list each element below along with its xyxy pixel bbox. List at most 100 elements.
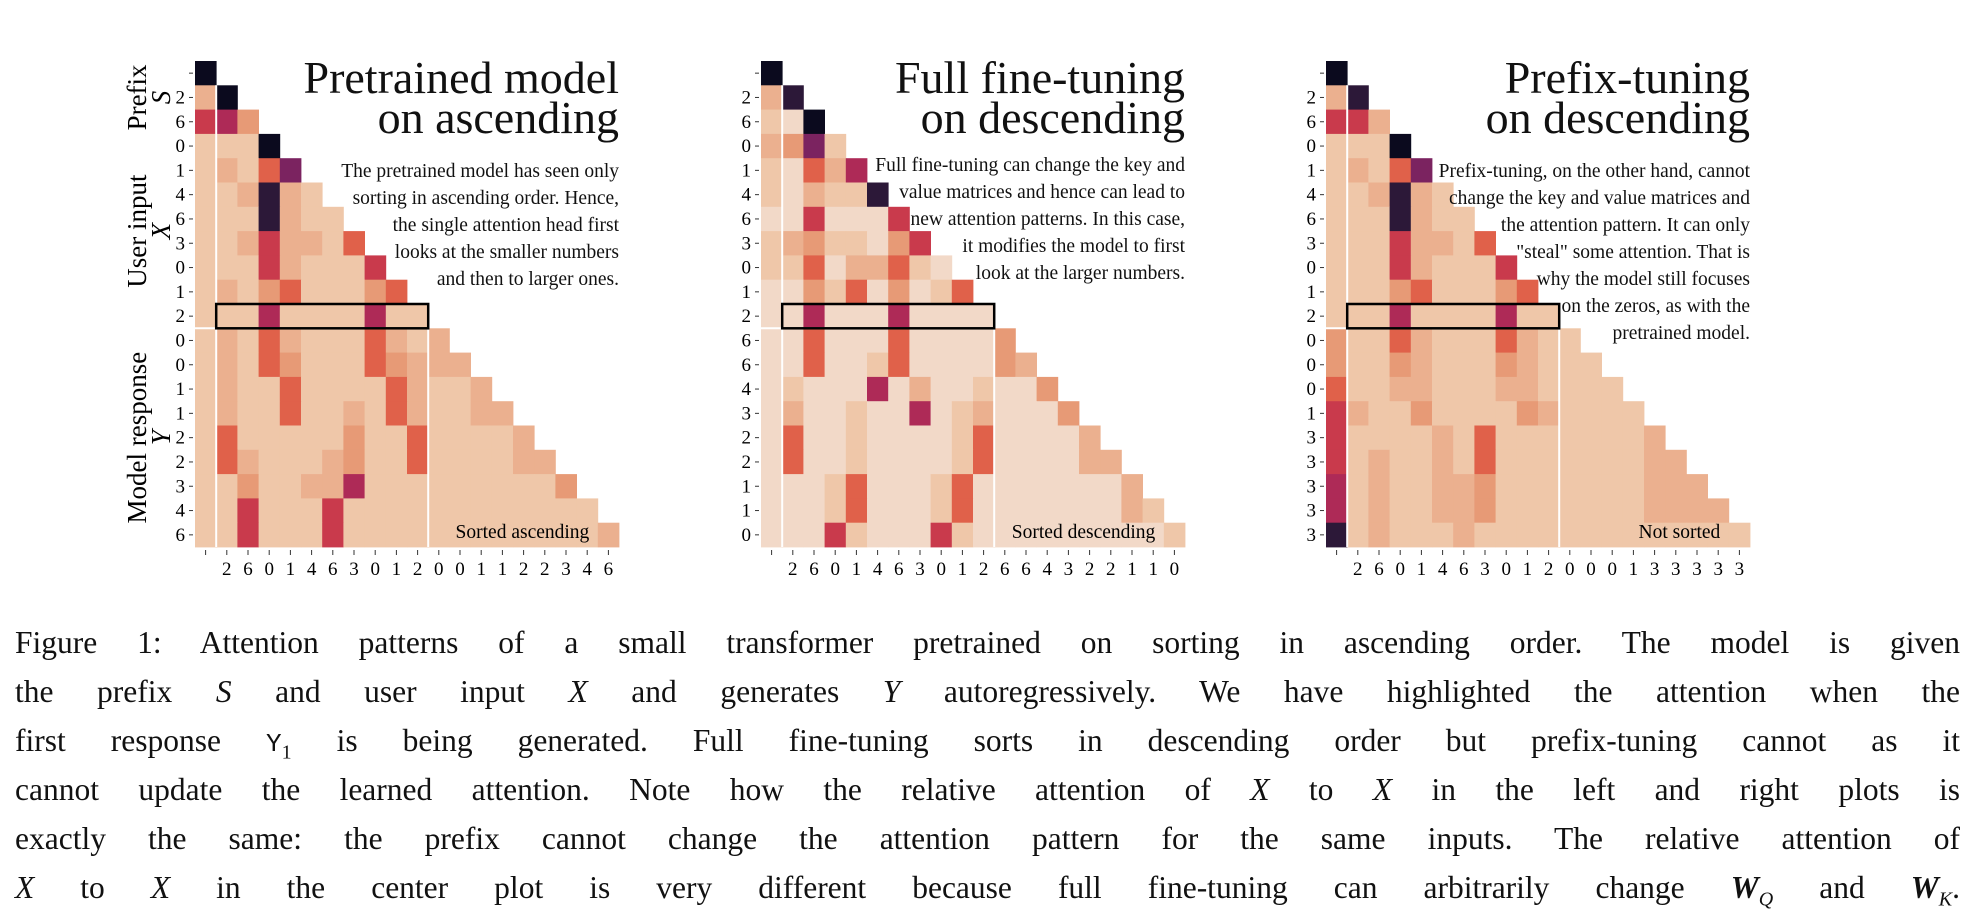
col-tick-label: 3 <box>1692 559 1702 580</box>
caption-segment: X <box>15 870 35 905</box>
row-tick-label: 6 <box>1307 112 1317 133</box>
row-tick-label: 3 <box>1307 233 1317 254</box>
col-tick-label: 3 <box>1650 559 1660 580</box>
order-annotation: Sorted descending <box>1012 522 1156 543</box>
heatmap-cell <box>195 85 217 110</box>
col-tick-label: 0 <box>370 559 380 580</box>
heatmap-cell <box>824 158 847 183</box>
group-label-text: Model response <box>122 352 152 524</box>
heatmap-cell <box>1347 376 1369 402</box>
heatmap-cell <box>1516 522 1539 548</box>
caption-segment: X <box>568 674 588 709</box>
heatmap-cell <box>1580 401 1602 426</box>
row-tick-label: 1 <box>1307 403 1317 424</box>
heatmap-cell <box>1559 376 1581 402</box>
col-tick-label: 1 <box>286 559 296 580</box>
description-line: look at the larger numbers. <box>975 263 1185 284</box>
heatmap-cell <box>216 279 238 305</box>
heatmap-cell <box>761 182 783 208</box>
heatmap-cell <box>1453 522 1475 548</box>
heatmap-cell <box>216 133 238 159</box>
heatmap-cell <box>888 474 910 499</box>
col-tick-label: 1 <box>392 559 402 580</box>
heatmap-cell <box>237 352 259 378</box>
heatmap-cell <box>845 328 868 353</box>
description-line: change the key and value matrices and <box>1448 188 1750 209</box>
heatmap-cell <box>279 498 302 524</box>
heatmap-cell <box>385 401 408 426</box>
row-tick-label: 0 <box>1307 258 1317 279</box>
heatmap-cell <box>973 425 995 451</box>
caption-segment: Figure 1: Attention patterns of a small … <box>15 625 1960 660</box>
heatmap-cell <box>803 376 825 402</box>
heatmap-cell <box>195 401 217 426</box>
heatmap-cell <box>1347 133 1369 159</box>
heatmap-cell <box>279 206 302 232</box>
heatmap-cell <box>1389 352 1412 378</box>
heatmap-cell <box>909 255 931 281</box>
heatmap-cell <box>782 158 804 183</box>
heatmap-cell <box>1121 474 1143 499</box>
heatmap-cell <box>1368 449 1390 475</box>
heatmap-cell <box>364 376 387 402</box>
heatmap-cell <box>597 522 620 548</box>
heatmap-cell <box>1326 133 1348 159</box>
heatmap-cell <box>470 498 493 524</box>
heatmap-cell <box>513 474 535 499</box>
heatmap-cell <box>470 522 493 548</box>
heatmap-cell <box>951 376 974 402</box>
heatmap-cell <box>301 304 323 329</box>
heatmap-cell <box>824 231 847 256</box>
heatmap-cell <box>1453 401 1475 426</box>
heatmap-cell <box>909 498 931 524</box>
heatmap-cell <box>1601 376 1624 402</box>
heatmap-cell <box>845 255 868 281</box>
panel-title-line: on ascending <box>377 92 619 143</box>
caption-line: first response Y1 is being generated. Fu… <box>15 716 1960 765</box>
heatmap-cell <box>491 449 514 475</box>
heatmap-cell <box>258 279 281 305</box>
heatmap-cell <box>845 206 868 232</box>
heatmap-cell <box>1410 522 1433 548</box>
heatmap-cell <box>195 376 217 402</box>
heatmap-cell <box>195 231 217 256</box>
heatmap-cell <box>824 279 847 305</box>
col-tick-label: 6 <box>1459 559 1469 580</box>
highlight-box <box>780 302 996 330</box>
heatmap-cell <box>428 352 450 378</box>
description-line: and then to larger ones. <box>436 269 619 290</box>
heatmap-cell <box>845 376 868 402</box>
heatmap-cell <box>1453 206 1475 232</box>
heatmap-cell <box>824 522 847 548</box>
col-tick-label: 1 <box>958 559 968 580</box>
heatmap-cell <box>576 522 599 548</box>
heatmap-cell <box>1516 474 1539 499</box>
heatmap-cell <box>1686 498 1708 524</box>
heatmap-cell <box>491 401 514 426</box>
col-tick-label: 2 <box>1353 559 1363 580</box>
caption-segment: K <box>1938 888 1953 911</box>
heatmap-cell <box>555 522 577 548</box>
heatmap-cell <box>1079 498 1101 524</box>
row-tick-label: 0 <box>1307 355 1317 376</box>
heatmap-cell <box>301 376 323 402</box>
heatmap-cell <box>824 304 847 329</box>
heatmap-cell <box>1474 522 1496 548</box>
heatmap-cell <box>803 182 825 208</box>
heatmap-cell <box>1368 182 1390 208</box>
heatmap-cell <box>195 255 217 281</box>
heatmap-cell <box>237 158 259 183</box>
heatmap-cell <box>237 498 259 524</box>
heatmap-cell <box>385 522 408 548</box>
heatmap-cell <box>385 328 408 353</box>
heatmap-cell <box>322 425 344 451</box>
heatmap-cell <box>845 158 868 183</box>
heatmap-cell <box>470 425 493 451</box>
heatmap-cell <box>364 425 387 451</box>
heatmap-cell <box>428 449 450 475</box>
heatmap-cell <box>888 255 910 281</box>
heatmap-cell <box>973 376 995 402</box>
heatmap-cell <box>343 231 365 256</box>
heatmap-cell <box>258 158 281 183</box>
row-tick-label: 0 <box>1307 379 1317 400</box>
